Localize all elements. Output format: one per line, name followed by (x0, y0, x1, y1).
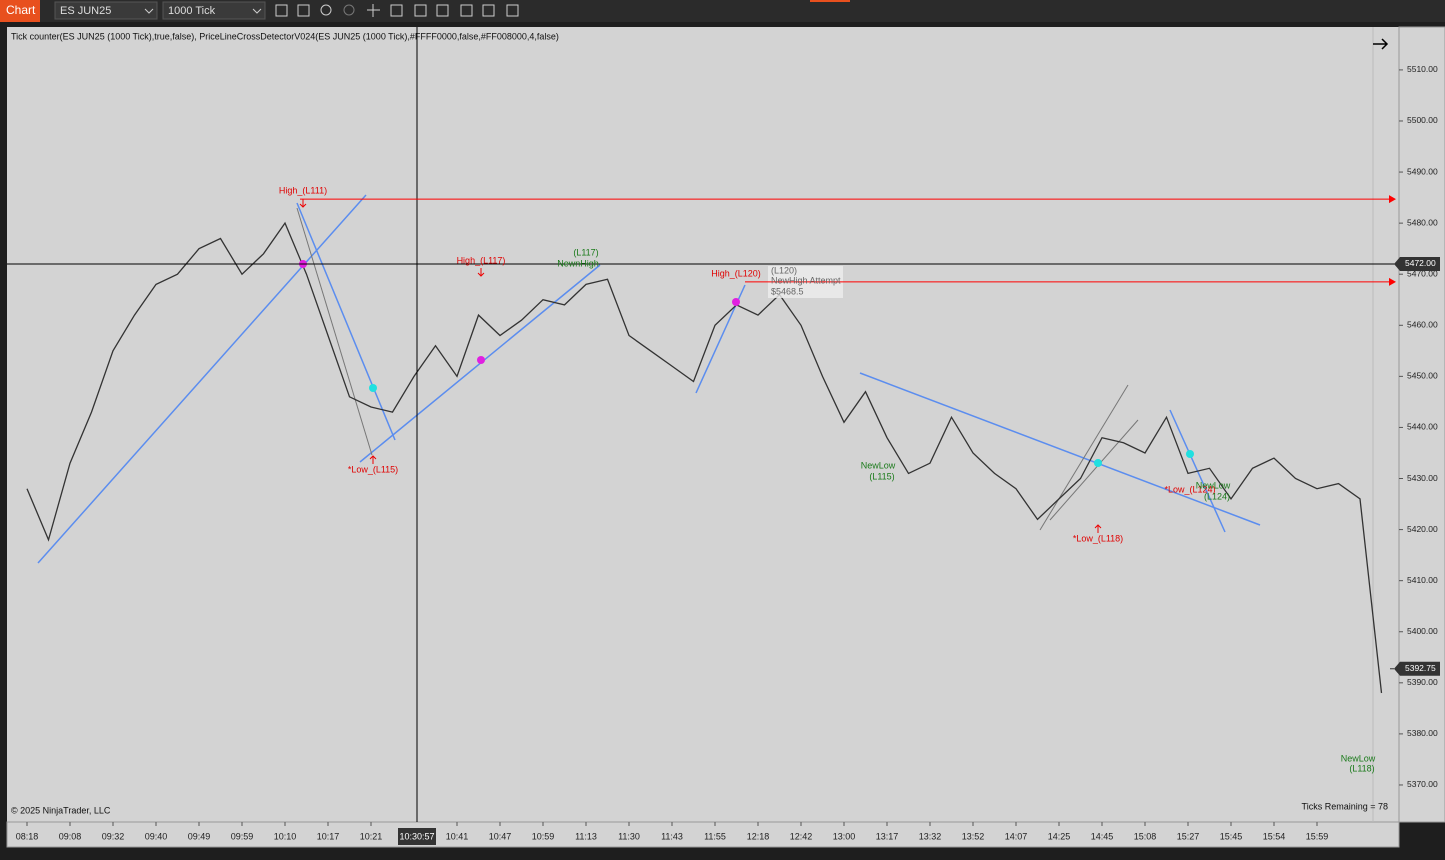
chart-tab-label: Chart (6, 3, 36, 17)
y-tick-label: 5470.00 (1407, 268, 1438, 278)
x-tick-label: 11:13 (575, 831, 597, 841)
annotation: (L124) (1204, 491, 1230, 501)
annotation: High_(L120) (711, 268, 761, 278)
x-tick-label: 10:41 (446, 831, 469, 841)
x-tick-label: 09:49 (188, 831, 211, 841)
ticks-remaining: Ticks Remaining = 78 (1302, 801, 1388, 811)
y-tick-label: 5510.00 (1407, 64, 1438, 74)
x-tick-label: 15:59 (1306, 831, 1329, 841)
annotation: High_(L111) (279, 185, 327, 195)
x-tick-label: 12:18 (747, 831, 770, 841)
x-tick-label: 10:47 (489, 831, 512, 841)
instrument-label: ES JUN25 (60, 5, 111, 17)
x-tick-label: 14:07 (1005, 831, 1028, 841)
last-price-label: 5392.75 (1405, 663, 1436, 673)
annotation: $5468.5 (771, 286, 804, 296)
level-arrow (1389, 195, 1396, 204)
x-tick-label: 15:27 (1177, 831, 1200, 841)
annotation: (L120) (771, 265, 797, 275)
y-tick-label: 5440.00 (1407, 422, 1438, 432)
crosshair-price-box (1394, 256, 1440, 271)
crosshair-time-box (398, 828, 436, 845)
signal-arrows (299, 199, 1102, 533)
annotation: NewHigh Attempt (771, 275, 841, 285)
x-tick-label: 15:08 (1134, 831, 1157, 841)
y-tick-label: 5430.00 (1407, 473, 1438, 483)
x-tick-label: 15:45 (1220, 831, 1243, 841)
y-tick-label: 5380.00 (1407, 728, 1438, 738)
x-tick-label: 13:32 (919, 831, 942, 841)
annotation: (L115) (869, 471, 894, 481)
y-tick-label: 5370.00 (1407, 779, 1438, 789)
plot-area (7, 27, 1399, 822)
crosshair-time-label: 10:30:57 (399, 831, 434, 841)
x-tick-label: 13:52 (962, 831, 985, 841)
y-tick-label: 5420.00 (1407, 524, 1438, 534)
x-tick-label: 15:54 (1263, 831, 1286, 841)
chart-tab[interactable] (0, 0, 40, 22)
interval-select[interactable] (162, 1, 266, 20)
annotation: High_(L117) (457, 255, 506, 265)
x-tick-label: 14:25 (1048, 831, 1071, 841)
x-tick-label: 10:17 (317, 831, 340, 841)
x-tick-label: 12:42 (790, 831, 813, 841)
x-tick-label: 08:18 (16, 831, 39, 841)
y-tick-label: 5460.00 (1407, 320, 1438, 330)
x-tick-label: 09:32 (102, 831, 125, 841)
x-tick-label: 11:30 (618, 831, 640, 841)
annotation: (L117) (573, 247, 598, 257)
x-tick-label: 14:45 (1091, 831, 1114, 841)
crosshair-price-label: 5472.00 (1405, 258, 1436, 268)
annotation: NewLow (1341, 753, 1376, 763)
last-price-box (1394, 661, 1440, 676)
x-tick-label: 10:10 (274, 831, 297, 841)
x-tick-label: 09:59 (231, 831, 254, 841)
annotation: *Low_(L124) (1164, 484, 1215, 494)
annotation: *Low_(L115) (348, 464, 398, 474)
x-tick-label: 11:55 (704, 831, 726, 841)
price-axis (1398, 26, 1445, 823)
x-tick-label: 09:08 (59, 831, 82, 841)
y-tick-label: 5390.00 (1407, 677, 1438, 687)
annotation: (L118) (1349, 763, 1374, 773)
x-tick-label: 10:21 (360, 831, 383, 841)
x-tick-label: 13:00 (833, 831, 856, 841)
x-tick-label: 13:17 (876, 831, 899, 841)
y-tick-label: 5410.00 (1407, 575, 1438, 585)
instrument-select[interactable] (54, 1, 158, 20)
tab-indicator (810, 0, 850, 2)
x-tick-label: 09:40 (145, 831, 168, 841)
copyright: © 2025 NinjaTrader, LLC (11, 805, 111, 815)
y-tick-label: 5480.00 (1407, 217, 1438, 227)
y-tick-label: 5500.00 (1407, 115, 1438, 125)
channel-lines (296, 207, 1139, 531)
annotation: NewLow (861, 460, 896, 470)
level-arrow (1389, 277, 1396, 286)
toolbar (0, 0, 1445, 22)
x-tick-label: 11:43 (661, 831, 683, 841)
annotation: NewLow (1196, 480, 1231, 490)
y-tick-label: 5490.00 (1407, 166, 1438, 176)
y-tick-label: 5400.00 (1407, 626, 1438, 636)
indicator-header: Tick counter(ES JUN25 (1000 Tick),true,f… (11, 31, 559, 41)
dropdown-icon (144, 8, 154, 14)
scroll-arrow[interactable] (1373, 38, 1389, 50)
interval-label: 1000 Tick (168, 5, 216, 17)
y-tick-label: 5450.00 (1407, 371, 1438, 381)
x-tick-label: 10:59 (532, 831, 555, 841)
dropdown-icon (252, 8, 262, 14)
annotation: *Low_(L118) (1073, 533, 1123, 543)
time-axis (6, 821, 1400, 848)
annotation: NewnHigh (557, 258, 599, 268)
signal-dots (299, 260, 1194, 467)
toolbar-icons[interactable] (275, 4, 519, 17)
